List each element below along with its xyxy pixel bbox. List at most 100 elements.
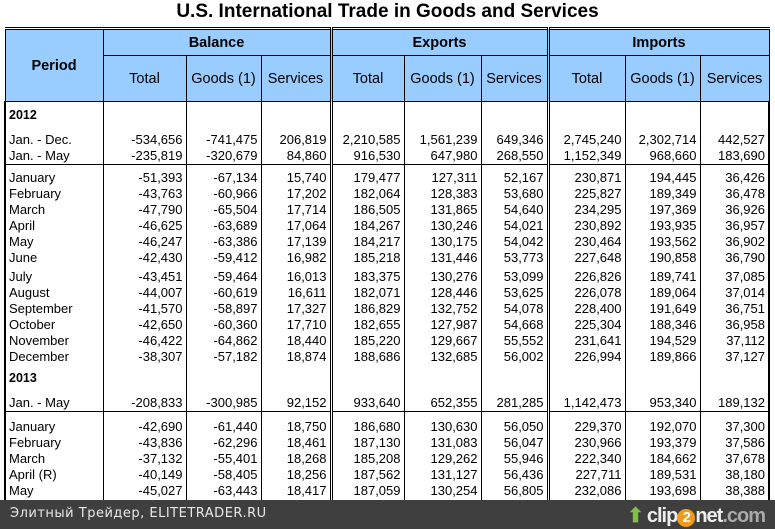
value-cell: 36,902	[699, 234, 770, 250]
value-cell: 38,388	[699, 483, 770, 499]
value-cell: 56,047	[480, 435, 550, 451]
value-cell: 225,304	[547, 317, 625, 333]
value-cell: 194,445	[624, 170, 700, 186]
value-cell: 226,826	[547, 269, 625, 285]
table-row: March -37,132 -55,401 18,268 185,208 129,262 5…	[4, 451, 770, 467]
value-cell: 953,340	[624, 395, 700, 412]
value-cell: 189,349	[624, 186, 700, 202]
empty-cell	[260, 164, 333, 170]
value-cell: 36,478	[699, 186, 770, 202]
table-row: August -44,007 -60,619 16,611 182,071 128,446…	[4, 285, 770, 301]
empty-cell	[185, 101, 261, 127]
value-cell: 184,662	[624, 451, 700, 467]
empty-cell	[699, 390, 770, 395]
empty-cell	[4, 390, 103, 395]
subheader-services: Services	[260, 55, 333, 102]
empty-cell	[547, 164, 625, 170]
value-cell: 127,311	[403, 170, 481, 186]
empty-cell	[403, 127, 481, 132]
value-cell: -208,833	[102, 395, 186, 412]
value-cell: 230,464	[547, 234, 625, 250]
empty-cell	[547, 127, 625, 132]
value-cell: -38,307	[102, 349, 186, 365]
empty-cell	[480, 390, 550, 395]
value-cell: -37,132	[102, 451, 186, 467]
empty-cell	[547, 365, 625, 390]
table-row: Jan. - May -235,819 -320,679 84,860 916,530 6…	[4, 148, 770, 165]
period-label: June	[4, 250, 103, 266]
period-label: March	[4, 451, 103, 467]
value-cell: 229,370	[547, 419, 625, 435]
empty-cell	[102, 390, 186, 395]
value-cell: 231,641	[547, 333, 625, 349]
table-row: November -46,422 -64,862 18,440 185,220 129,6…	[4, 333, 770, 349]
empty-cell	[403, 101, 481, 127]
value-cell: 442,527	[699, 132, 770, 148]
value-cell: 184,267	[330, 218, 404, 234]
value-cell: 189,866	[624, 349, 700, 365]
value-cell: -741,475	[185, 132, 261, 148]
value-cell: 185,218	[330, 250, 404, 266]
value-cell: 92,152	[260, 395, 333, 412]
table-row: May -46,247 -63,386 17,139 184,217 130,175 54,…	[4, 234, 770, 250]
value-cell: 36,426	[699, 170, 770, 186]
table-row: April (R) -40,149 -58,405 18,256 187,562 131,…	[4, 467, 770, 483]
value-cell: 232,086	[547, 483, 625, 499]
spacer-row	[4, 127, 770, 132]
period-label: August	[4, 285, 103, 301]
value-cell: 52,167	[480, 170, 550, 186]
empty-cell	[260, 101, 333, 127]
value-cell: 268,550	[480, 148, 550, 165]
empty-cell	[403, 266, 481, 269]
value-cell: 647,980	[403, 148, 481, 165]
period-label: Jan. - May	[4, 395, 103, 412]
value-cell: 228,400	[547, 301, 625, 317]
value-cell: 128,383	[403, 186, 481, 202]
balance-header: Balance	[102, 28, 333, 56]
empty-cell	[699, 411, 770, 419]
value-cell: -65,504	[185, 202, 261, 218]
empty-cell	[547, 411, 625, 419]
empty-cell	[260, 411, 333, 419]
value-cell: 55,946	[480, 451, 550, 467]
value-cell: 184,217	[330, 234, 404, 250]
empty-cell	[624, 266, 700, 269]
value-cell: 230,892	[547, 218, 625, 234]
empty-cell	[480, 127, 550, 132]
value-cell: 84,860	[260, 148, 333, 165]
value-cell: -57,182	[185, 349, 261, 365]
empty-cell	[102, 411, 186, 419]
value-cell: 187,562	[330, 467, 404, 483]
empty-cell	[260, 266, 333, 269]
value-cell: 131,127	[403, 467, 481, 483]
value-cell: 2,745,240	[547, 132, 625, 148]
value-cell: 37,586	[699, 435, 770, 451]
value-cell: -42,690	[102, 419, 186, 435]
value-cell: 130,254	[403, 483, 481, 499]
value-cell: 127,987	[403, 317, 481, 333]
table-row: Jan. - Dec. -534,656 -741,475 206,819 2,210,…	[4, 132, 770, 148]
subheader-goods-: Goods (1)	[185, 55, 262, 102]
value-cell: 230,871	[547, 170, 625, 186]
value-cell: -51,393	[102, 170, 186, 186]
value-cell: 18,256	[260, 467, 333, 483]
year-label: 2012	[4, 101, 103, 127]
value-cell: 129,262	[403, 451, 481, 467]
value-cell: -61,440	[185, 419, 261, 435]
value-cell: -60,966	[185, 186, 261, 202]
empty-cell	[185, 365, 261, 390]
value-cell: 38,180	[699, 467, 770, 483]
empty-cell	[185, 164, 261, 170]
value-cell: -63,689	[185, 218, 261, 234]
value-cell: 185,208	[330, 451, 404, 467]
value-cell: 16,982	[260, 250, 333, 266]
value-cell: 55,552	[480, 333, 550, 349]
empty-cell	[102, 101, 186, 127]
empty-cell	[547, 266, 625, 269]
empty-cell	[624, 164, 700, 170]
value-cell: 193,379	[624, 435, 700, 451]
footer-bar: Элитный Трейдер, ELITETRADER.RU ⬆ clip 2 ne…	[0, 500, 775, 529]
spacer-row	[4, 164, 770, 170]
empty-cell	[330, 390, 404, 395]
value-cell: 186,680	[330, 419, 404, 435]
